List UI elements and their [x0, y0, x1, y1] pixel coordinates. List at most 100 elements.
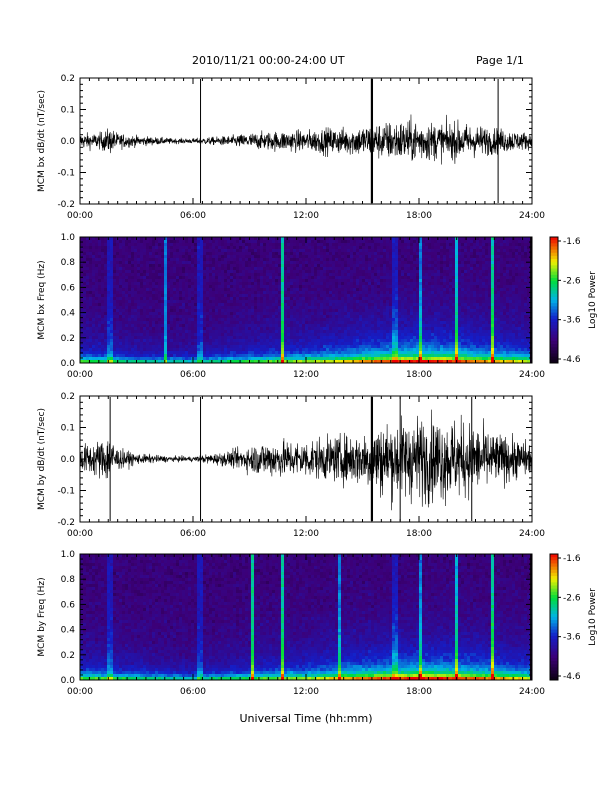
spectrogram-cell: [143, 318, 146, 321]
spectrogram-cell: [239, 342, 242, 345]
spectrogram-cell: [293, 306, 296, 309]
spectrogram-cell: [395, 261, 398, 264]
spectrogram-cell: [116, 342, 119, 345]
spectrogram-cell: [368, 243, 371, 246]
spectrogram-cell: [323, 246, 326, 249]
spectrogram-cell: [95, 333, 98, 336]
spectrogram-cell: [239, 285, 242, 288]
spectrogram-cell: [287, 309, 290, 312]
spectrogram-cell: [131, 288, 134, 291]
spectrogram-cell: [230, 339, 233, 342]
spectrogram-cell: [206, 342, 209, 345]
spectrogram-cell: [146, 258, 149, 261]
spectrogram-cell: [89, 285, 92, 288]
spectrogram-cell: [245, 345, 248, 348]
spectrogram-cell: [233, 264, 236, 267]
spectrogram-cell: [149, 294, 152, 297]
spectrogram-cell: [161, 246, 164, 249]
spectrogram-cell: [269, 357, 272, 360]
spectrogram-cell: [362, 312, 365, 315]
spectrogram-cell: [251, 285, 254, 288]
spectrogram-cell: [257, 306, 260, 309]
spectrogram-cell: [131, 345, 134, 348]
spectrogram-cell: [266, 351, 269, 354]
spectrogram-cell: [332, 294, 335, 297]
spectrogram-cell: [203, 279, 206, 282]
spectrogram-cell: [386, 255, 389, 258]
spectrogram-cell: [251, 279, 254, 282]
spectrogram-cell: [260, 255, 263, 258]
spectrogram-cell: [140, 348, 143, 351]
spectrogram-cell: [416, 273, 419, 276]
spectrogram-cell: [101, 342, 104, 345]
spectrogram-cell: [173, 357, 176, 360]
spectrogram-cell: [227, 342, 230, 345]
spectrogram-cell: [98, 333, 101, 336]
spectrogram-cell: [392, 330, 395, 333]
spectrogram-cell: [386, 270, 389, 273]
spectrogram-cell: [179, 318, 182, 321]
spectrogram-cell: [266, 285, 269, 288]
spectrogram-cell: [134, 261, 137, 264]
spectrogram-cell: [128, 300, 131, 303]
spectrogram-cell: [278, 243, 281, 246]
spectrogram-cell: [266, 279, 269, 282]
spectrogram-cell: [143, 324, 146, 327]
spectrogram-cell: [335, 351, 338, 354]
spectrogram-cell: [284, 339, 287, 342]
spectrogram-cell: [347, 348, 350, 351]
spectrogram-cell: [302, 348, 305, 351]
spectrogram-cell: [365, 297, 368, 300]
spectrogram-cell: [116, 249, 119, 252]
spectrogram-cell: [122, 282, 125, 285]
spectrogram-cell: [404, 324, 407, 327]
spectrogram-cell: [161, 327, 164, 330]
spectrogram-cell: [83, 279, 86, 282]
spectrogram-cell: [95, 348, 98, 351]
spectrogram-cell: [380, 273, 383, 276]
spectrogram-cell: [167, 357, 170, 360]
spectrogram-cell: [212, 279, 215, 282]
spectrogram-cell: [203, 273, 206, 276]
spectrogram-cell: [290, 279, 293, 282]
spectrogram-cell: [302, 273, 305, 276]
spectrogram-cell: [239, 264, 242, 267]
spectrogram-cell: [320, 324, 323, 327]
spectrogram-cell: [224, 246, 227, 249]
spectrogram-cell: [380, 261, 383, 264]
spectrogram-cell: [389, 300, 392, 303]
spectrogram-cell: [164, 297, 167, 300]
spectrogram-cell: [119, 303, 122, 306]
spectrogram-cell: [155, 264, 158, 267]
spectrogram-cell: [110, 246, 113, 249]
spectrogram-cell: [191, 270, 194, 273]
spectrogram-cell: [347, 291, 350, 294]
spectrogram-cell: [395, 306, 398, 309]
spectrogram-cell: [368, 321, 371, 324]
spectrogram-cell: [131, 303, 134, 306]
spectrogram-cell: [239, 279, 242, 282]
spectrogram-cell: [152, 264, 155, 267]
spectrogram-cell: [125, 351, 128, 354]
spectrogram-cell: [113, 318, 116, 321]
spectrogram-cell: [143, 330, 146, 333]
spectrogram-cell: [260, 336, 263, 339]
spectrogram-cell: [368, 351, 371, 354]
spectrogram-cell: [233, 297, 236, 300]
spectrogram-cell: [308, 258, 311, 261]
spectrogram-cell: [215, 315, 218, 318]
spectrogram-cell: [158, 339, 161, 342]
spectrogram-cell: [302, 327, 305, 330]
spectrogram-cell: [377, 333, 380, 336]
spectrogram-cell: [272, 252, 275, 255]
spectrogram-cell: [353, 312, 356, 315]
spectrogram-cell: [176, 336, 179, 339]
spectrogram-cell: [320, 327, 323, 330]
spectrogram-cell: [134, 243, 137, 246]
spectrogram-cell: [329, 249, 332, 252]
spectrogram-cell: [200, 336, 203, 339]
spectrogram-cell: [290, 258, 293, 261]
spectrogram-cell: [410, 279, 413, 282]
spectrogram-cell: [167, 300, 170, 303]
spectrogram-cell: [308, 285, 311, 288]
